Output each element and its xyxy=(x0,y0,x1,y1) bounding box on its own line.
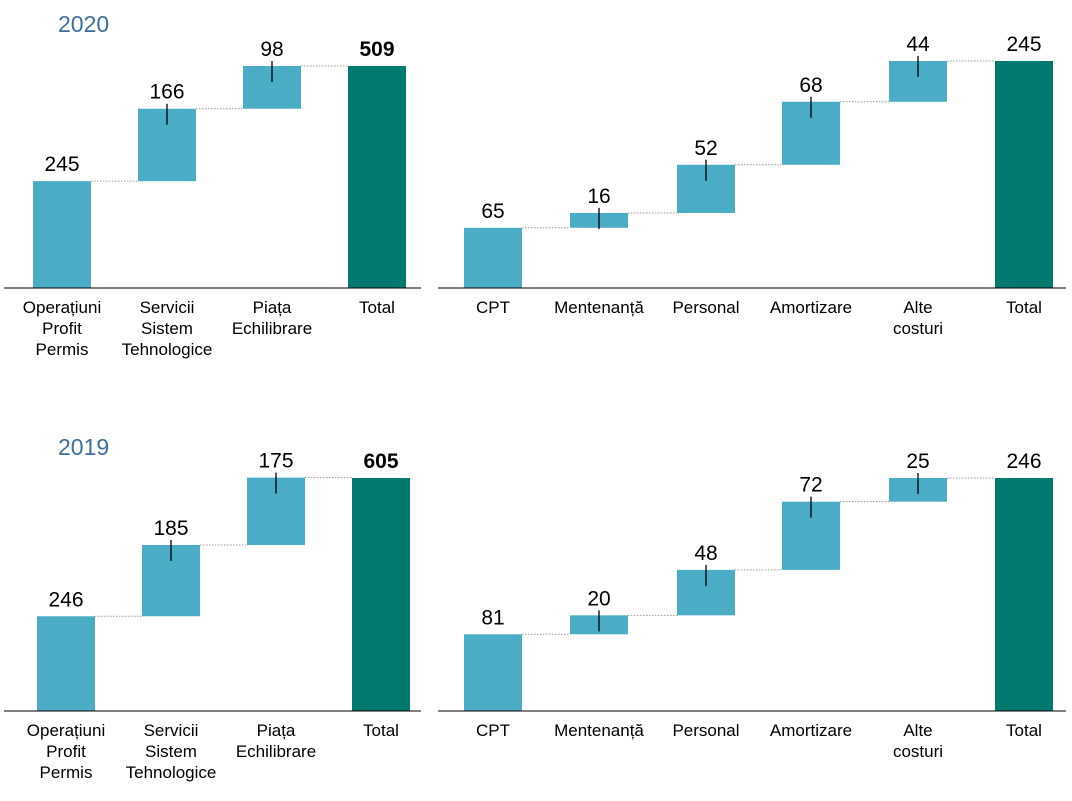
category-label: Total xyxy=(1006,721,1042,740)
category-label-line: Profit xyxy=(46,742,86,761)
category-label: CPT xyxy=(476,298,510,317)
costs-waterfall-2020: 65 CPT 16 Mentenanță 52 Personal 68 Amortizare 4… xyxy=(438,33,1066,338)
data-label: 605 xyxy=(363,450,398,473)
data-label: 52 xyxy=(694,137,717,160)
category-label-line: Personal xyxy=(672,298,739,317)
increment-bar xyxy=(37,616,95,711)
category-label-line: CPT xyxy=(476,721,510,740)
category-label: Alte costuri xyxy=(893,721,943,761)
data-label: 20 xyxy=(587,587,610,610)
category-label-line: Personal xyxy=(672,721,739,740)
data-label: 185 xyxy=(153,517,188,540)
category-label-line: Permis xyxy=(40,763,93,782)
category-label: Total xyxy=(359,298,395,317)
category-label-line: costuri xyxy=(893,742,943,761)
category-label-line: Tehnologice xyxy=(122,340,213,359)
revenue-waterfall-2019: 246 Operațiuni Profit Permis 185 Servicii Sist… xyxy=(4,450,421,782)
increment-bar xyxy=(464,634,522,711)
category-label-line: Sistem xyxy=(141,319,193,338)
category-label: CPT xyxy=(476,721,510,740)
category-label-line: Echilibrare xyxy=(232,319,312,338)
category-label-line: Total xyxy=(1006,721,1042,740)
category-label-line: costuri xyxy=(893,319,943,338)
category-label-line: CPT xyxy=(476,298,510,317)
total-bar xyxy=(995,478,1053,711)
category-label-line: Amortizare xyxy=(770,298,852,317)
data-label: 246 xyxy=(48,588,83,611)
category-label-line: Tehnologice xyxy=(126,763,217,782)
category-label: Personal xyxy=(672,721,739,740)
data-label: 81 xyxy=(481,606,504,629)
data-label: 166 xyxy=(149,81,184,104)
category-label-line: Piața xyxy=(257,721,296,740)
category-label: Amortizare xyxy=(770,721,852,740)
category-label: Amortizare xyxy=(770,298,852,317)
data-label: 246 xyxy=(1006,450,1041,473)
data-label: 48 xyxy=(694,542,717,565)
category-label-line: Alte xyxy=(903,298,932,317)
category-label-line: Piața xyxy=(253,298,292,317)
category-label-line: Operațiuni xyxy=(27,721,105,740)
total-bar xyxy=(352,478,410,711)
increment-bar xyxy=(33,181,91,288)
category-label: Personal xyxy=(672,298,739,317)
data-label: 245 xyxy=(44,153,79,176)
year-label-2020: 2020 xyxy=(58,11,109,37)
data-label: 245 xyxy=(1006,33,1041,56)
data-label: 65 xyxy=(481,200,504,223)
category-label: Operațiuni Profit Permis xyxy=(27,721,105,782)
category-label-line: Total xyxy=(359,298,395,317)
costs-waterfall-2019: 81 CPT 20 Mentenanță 48 Personal 72 Amortizare 2… xyxy=(438,450,1066,761)
category-label: Total xyxy=(363,721,399,740)
data-label: 44 xyxy=(906,33,930,56)
category-label: Total xyxy=(1006,298,1042,317)
category-label: Alte costuri xyxy=(893,298,943,338)
category-label-line: Mentenanță xyxy=(554,721,644,740)
data-label: 98 xyxy=(260,38,283,61)
category-label-line: Mentenanță xyxy=(554,298,644,317)
data-label: 72 xyxy=(799,474,822,497)
revenue-waterfall-2020: 245 Operațiuni Profit Permis 166 Servicii Sist… xyxy=(4,38,421,359)
category-label: Mentenanță xyxy=(554,721,644,740)
category-label-line: Sistem xyxy=(145,742,197,761)
category-label-line: Total xyxy=(363,721,399,740)
data-label: 16 xyxy=(587,185,610,208)
data-label: 25 xyxy=(906,450,929,473)
category-label-line: Operațiuni xyxy=(23,298,101,317)
data-label: 509 xyxy=(359,38,394,61)
category-label: Servicii Sistem Tehnologice xyxy=(126,721,217,782)
increment-bar xyxy=(464,227,522,288)
category-label: Servicii Sistem Tehnologice xyxy=(122,298,213,359)
category-label-line: Servicii xyxy=(144,721,199,740)
total-bar xyxy=(995,61,1053,288)
category-label-line: Servicii xyxy=(140,298,195,317)
category-label-line: Amortizare xyxy=(770,721,852,740)
category-label-line: Profit xyxy=(42,319,82,338)
total-bar xyxy=(348,66,406,288)
category-label: Mentenanță xyxy=(554,298,644,317)
category-label: Piața Echilibrare xyxy=(236,721,316,761)
category-label-line: Permis xyxy=(36,340,89,359)
category-label: Operațiuni Profit Permis xyxy=(23,298,101,359)
year-label-2019: 2019 xyxy=(58,434,109,460)
category-label: Piața Echilibrare xyxy=(232,298,312,338)
category-label-line: Echilibrare xyxy=(236,742,316,761)
category-label-line: Total xyxy=(1006,298,1042,317)
data-label: 175 xyxy=(258,450,293,473)
data-label: 68 xyxy=(799,74,822,97)
category-label-line: Alte xyxy=(903,721,932,740)
